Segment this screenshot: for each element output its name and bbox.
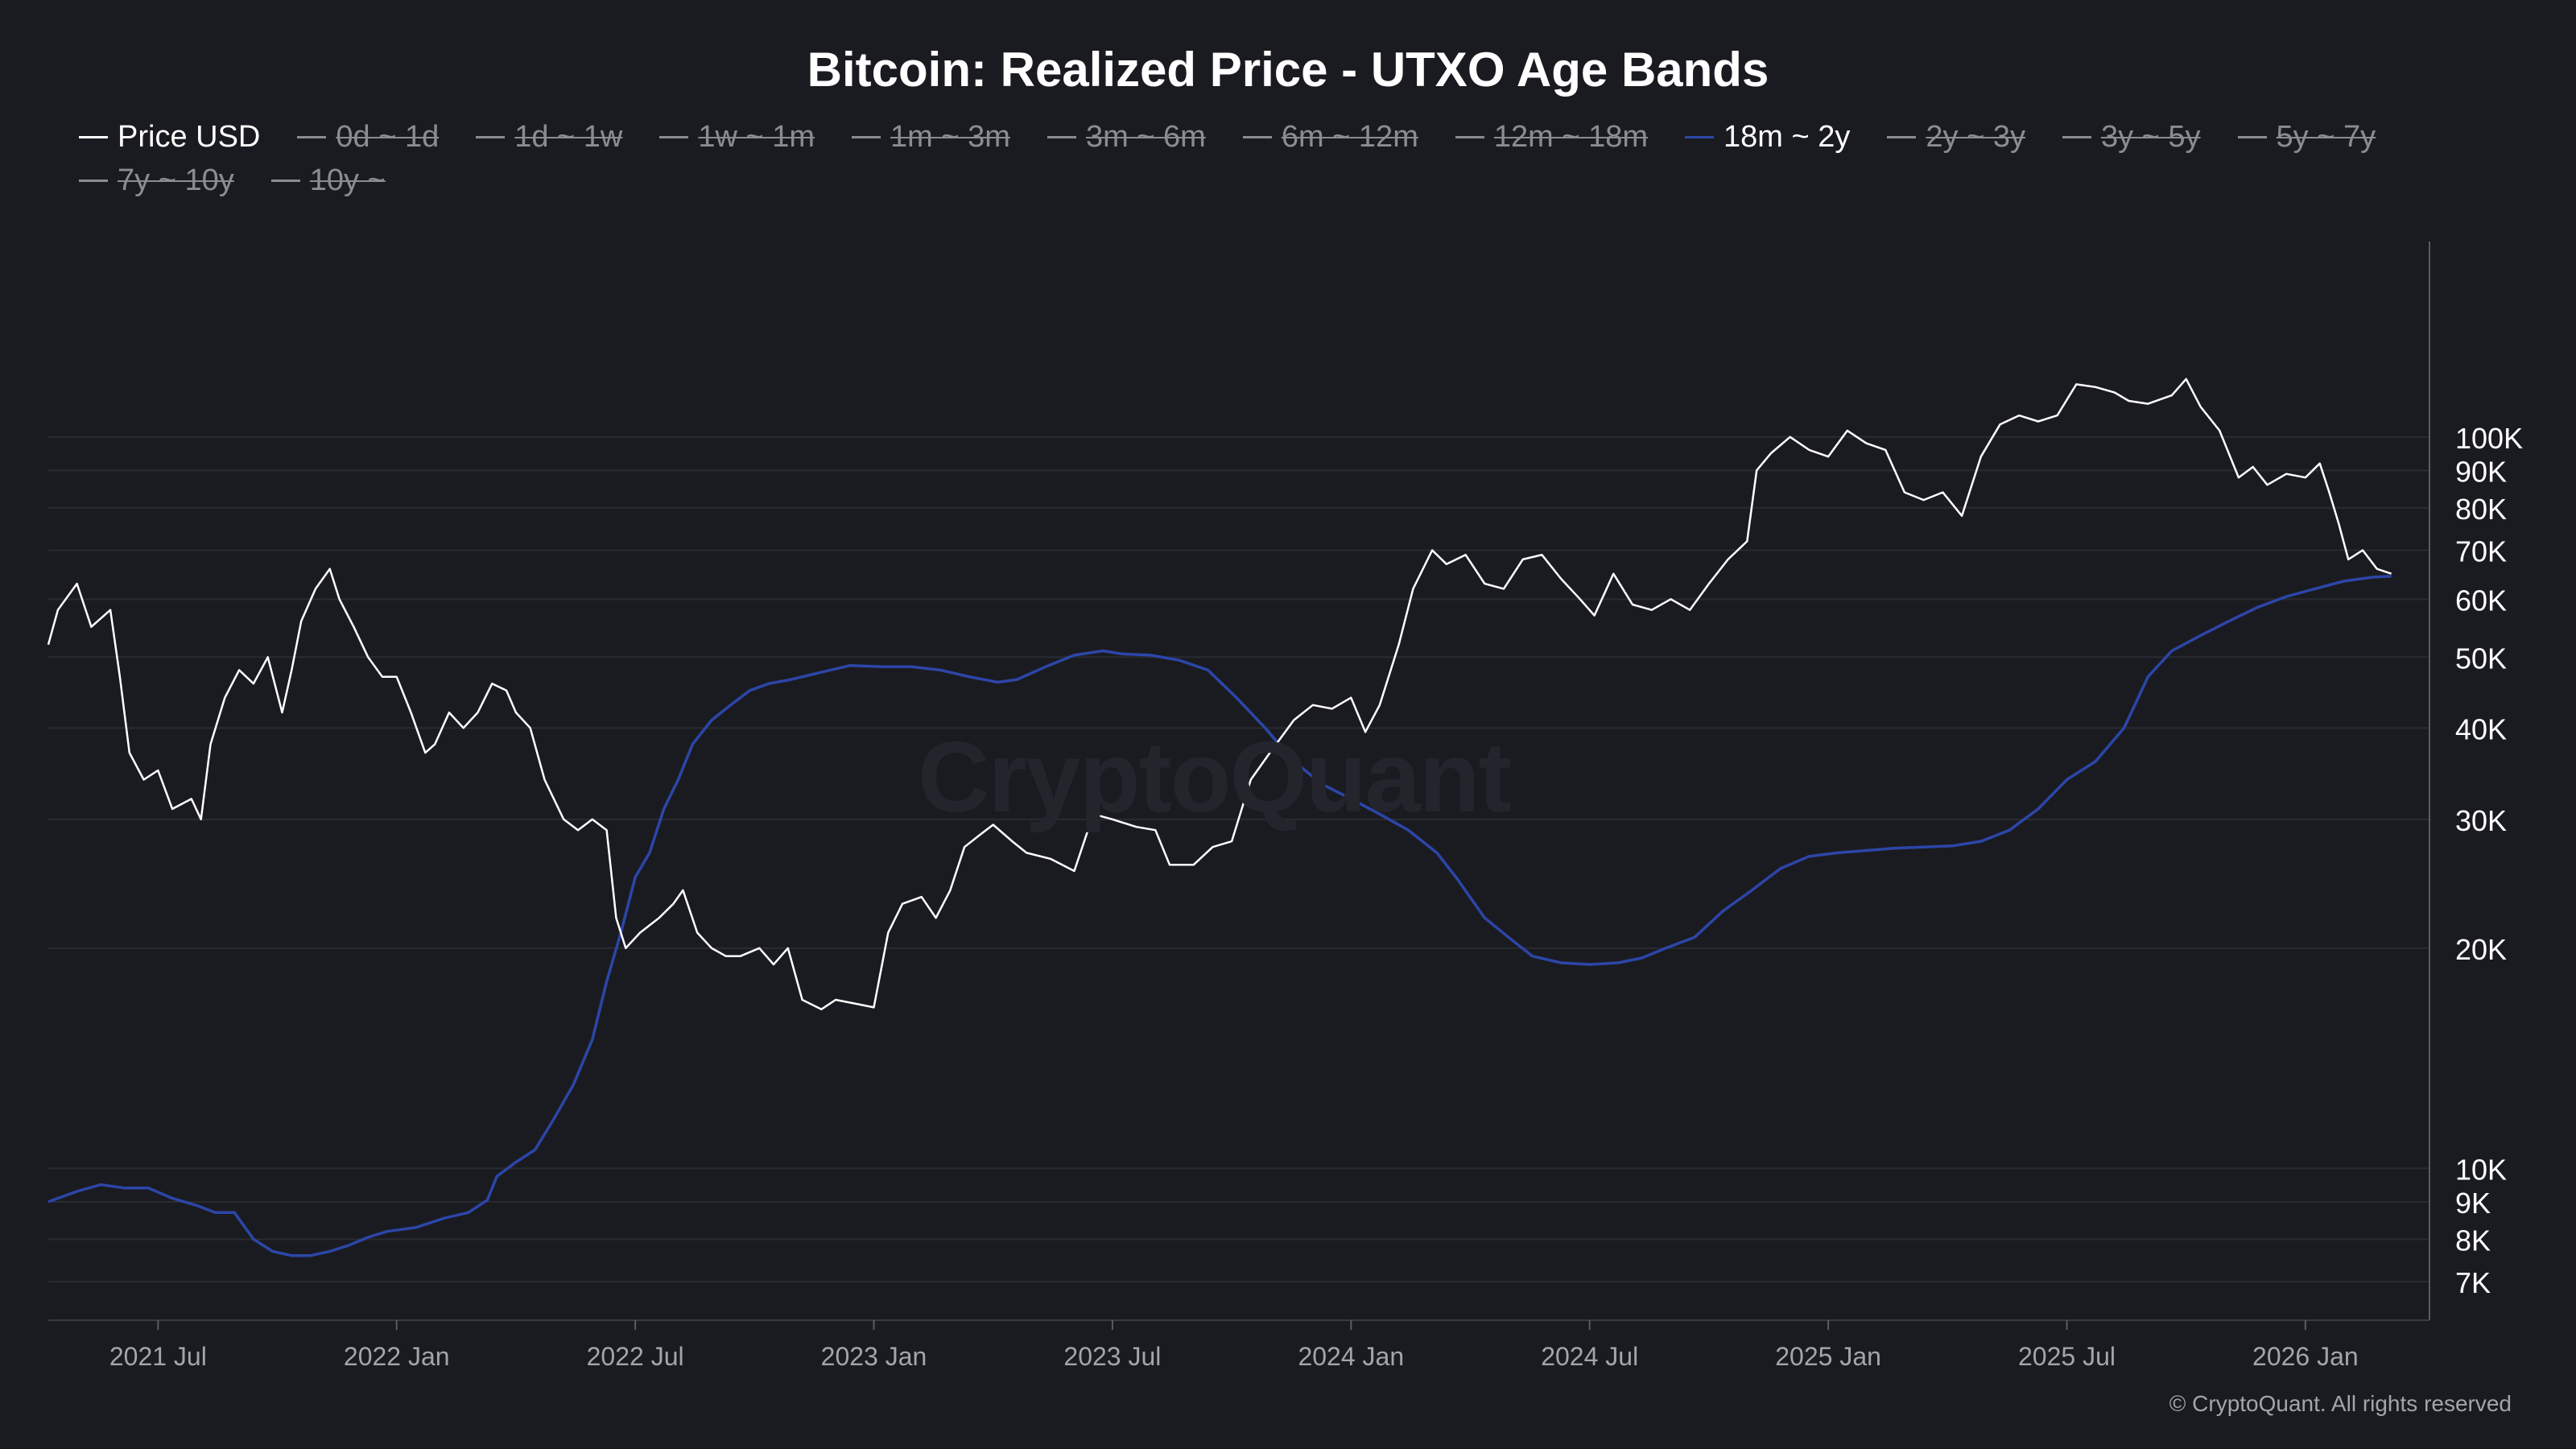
legend-swatch	[476, 135, 506, 138]
legend: Price USD 0d ~ 1d 1d ~ 1w 1w ~ 1m 1m ~ 3m 3m …	[79, 119, 2534, 197]
legend-swatch	[270, 179, 300, 182]
legend-swatch	[1455, 135, 1484, 138]
legend-label: 0d ~ 1d	[336, 119, 440, 154]
x-tick-label: 2021 Jul	[109, 1342, 207, 1371]
y-tick-label: 60K	[2455, 584, 2507, 617]
legend-item-0d-1d[interactable]: 0d ~ 1d	[297, 119, 440, 154]
legend-swatch	[1685, 135, 1715, 138]
y-tick-label: 40K	[2455, 712, 2507, 745]
legend-swatch	[659, 135, 689, 138]
legend-label: 3y ~ 5y	[2100, 119, 2201, 154]
legend-item-price-usd[interactable]: Price USD	[79, 119, 261, 154]
y-tick-label: 8K	[2455, 1224, 2491, 1257]
legend-label: 3m ~ 6m	[1085, 119, 1206, 154]
legend-swatch	[297, 135, 327, 138]
x-tick-label: 2024 Jul	[1541, 1342, 1638, 1371]
legend-label: 2y ~ 3y	[1926, 119, 2025, 154]
legend-label: Price USD	[118, 119, 261, 154]
x-tick-label: 2024 Jan	[1298, 1342, 1404, 1371]
x-tick-label: 2023 Jul	[1063, 1342, 1161, 1371]
y-tick-label: 30K	[2455, 804, 2507, 837]
legend-item-1m-3m[interactable]: 1m ~ 3m	[852, 119, 1010, 154]
x-tick-label: 2022 Jan	[344, 1342, 450, 1371]
y-tick-label: 80K	[2455, 493, 2507, 526]
legend-swatch	[79, 135, 108, 138]
legend-swatch	[79, 179, 108, 182]
legend-swatch	[1046, 135, 1076, 138]
x-tick-label: 2022 Jul	[587, 1342, 684, 1371]
x-tick-label: 2023 Jan	[821, 1342, 927, 1371]
legend-item-3y-5y[interactable]: 3y ~ 5y	[2062, 119, 2201, 154]
legend-item-1d-1w[interactable]: 1d ~ 1w	[476, 119, 623, 154]
legend-label: 12m ~ 18m	[1493, 119, 1649, 154]
legend-label: 10y ~	[309, 163, 386, 197]
legend-label: 1m ~ 3m	[890, 119, 1010, 154]
y-tick-label: 9K	[2455, 1187, 2491, 1220]
y-tick-label: 10K	[2455, 1153, 2507, 1186]
x-tick-label: 2025 Jan	[1775, 1342, 1881, 1371]
watermark: CryptoQuant	[918, 722, 1512, 833]
chart-title: Bitcoin: Realized Price - UTXO Age Bands	[807, 43, 1769, 97]
legend-label: 18m ~ 2y	[1724, 119, 1851, 154]
legend-item-5y-7y[interactable]: 5y ~ 7y	[2237, 119, 2376, 154]
y-tick-label: 100K	[2455, 422, 2523, 455]
legend-item-10y[interactable]: 10y ~	[270, 163, 386, 197]
legend-swatch	[852, 135, 881, 138]
x-tick-label: 2025 Jul	[2018, 1342, 2116, 1371]
y-tick-label: 50K	[2455, 642, 2507, 675]
legend-item-1w-1m[interactable]: 1w ~ 1m	[659, 119, 815, 154]
realized-price-18m-2y-line[interactable]	[47, 575, 2392, 1257]
y-tick-label: 20K	[2455, 933, 2507, 966]
y-tick-label: 70K	[2455, 535, 2507, 568]
y-tick-label: 7K	[2455, 1266, 2491, 1299]
legend-swatch	[2237, 135, 2267, 138]
legend-item-3m-6m[interactable]: 3m ~ 6m	[1046, 119, 1206, 154]
legend-label: 1w ~ 1m	[698, 119, 815, 154]
legend-swatch	[1242, 135, 1272, 138]
legend-item-2y-3y[interactable]: 2y ~ 3y	[1887, 119, 2025, 154]
legend-label: 6m ~ 12m	[1281, 119, 1418, 154]
price-usd-line[interactable]	[47, 378, 2392, 1011]
legend-item-18m-2y[interactable]: 18m ~ 2y	[1685, 119, 1851, 154]
legend-item-7y-10y[interactable]: 7y ~ 10y	[79, 163, 234, 197]
legend-label: 7y ~ 10y	[118, 163, 234, 197]
copyright-text: © CryptoQuant. All rights reserved	[2169, 1391, 2512, 1416]
legend-label: 1d ~ 1w	[514, 119, 623, 154]
y-tick-label: 90K	[2455, 455, 2507, 488]
x-tick-label: 2026 Jan	[2252, 1342, 2359, 1371]
legend-swatch	[1887, 135, 1917, 138]
legend-item-6m-12m[interactable]: 6m ~ 12m	[1242, 119, 1418, 154]
legend-swatch	[2062, 135, 2091, 138]
legend-label: 5y ~ 7y	[2276, 119, 2376, 154]
legend-item-12m-18m[interactable]: 12m ~ 18m	[1455, 119, 1649, 154]
